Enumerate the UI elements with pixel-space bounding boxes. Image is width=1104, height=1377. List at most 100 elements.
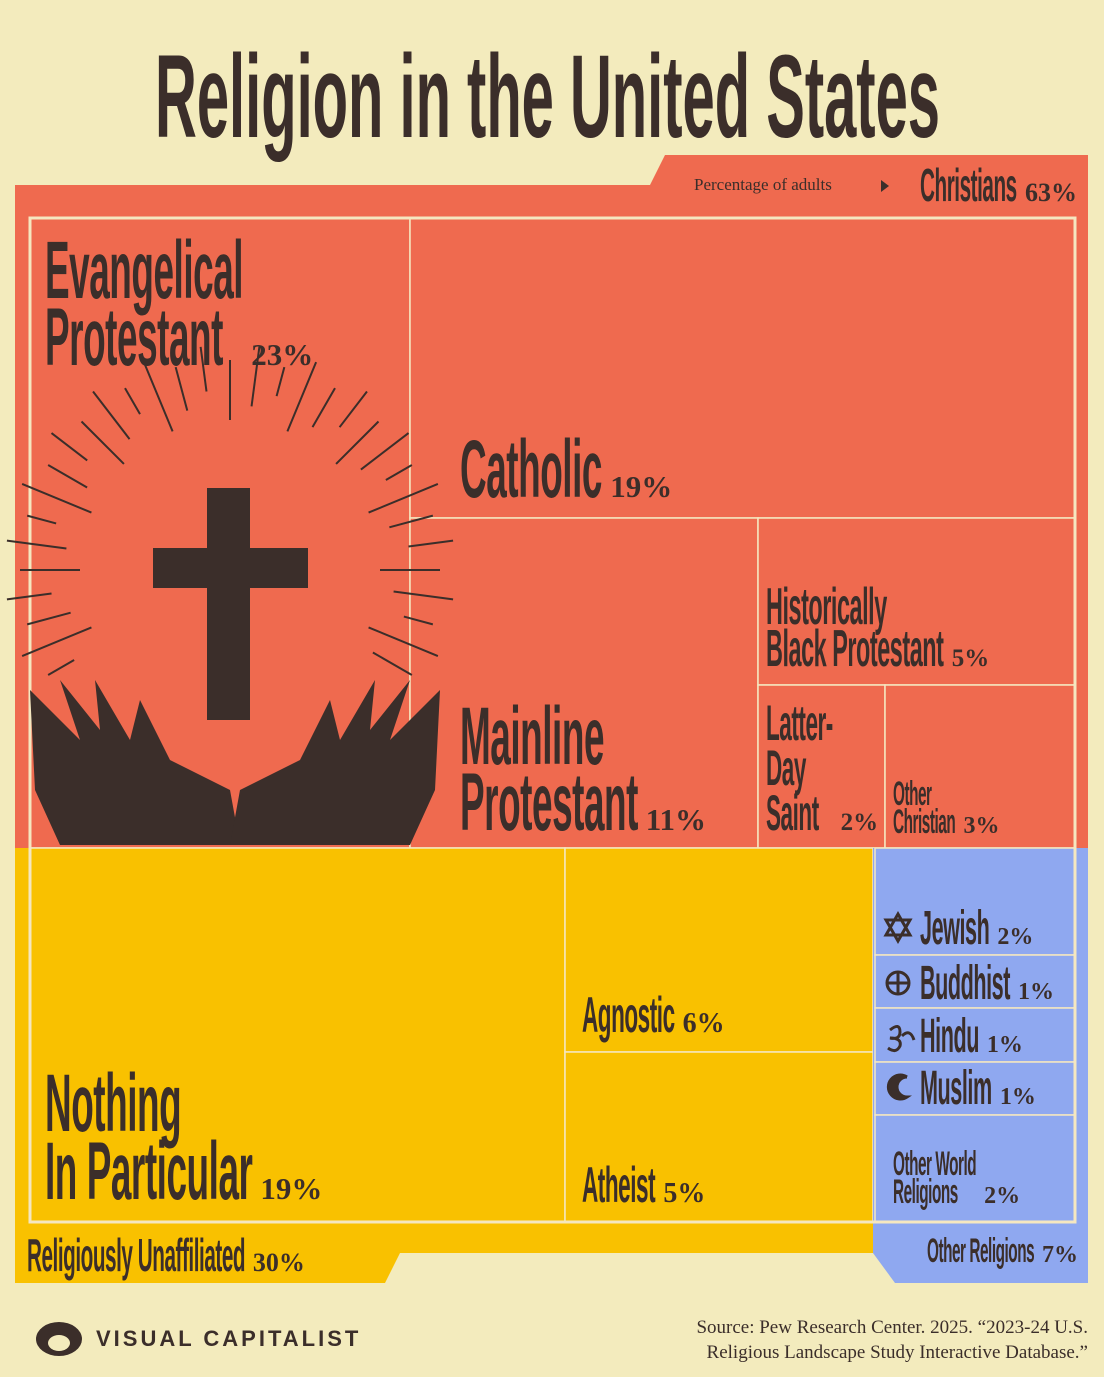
ray xyxy=(6,592,52,601)
ray xyxy=(385,464,413,481)
frame xyxy=(28,216,1077,1224)
wheel-icon xyxy=(887,972,909,994)
cross xyxy=(207,488,250,720)
cell-label: Mainline Protestant 11% xyxy=(460,691,707,848)
group-label: Other Religions 7% xyxy=(927,1234,1078,1268)
cell-label: Catholic 19% xyxy=(460,424,673,515)
cell-label-value: 19% xyxy=(610,469,673,504)
cell xyxy=(29,847,566,1223)
source: Source: Pew Research Center. 2025. “2023… xyxy=(696,1317,1088,1363)
cross xyxy=(153,548,308,588)
ray xyxy=(142,361,174,432)
group-label-value: 7% xyxy=(1042,1242,1078,1268)
crescent-icon xyxy=(886,1073,912,1101)
ray xyxy=(250,346,261,407)
cell-label: Atheist 5% xyxy=(582,1157,706,1213)
cell-label-name: Mainline Protestant xyxy=(460,691,638,848)
cell xyxy=(874,1007,1076,1063)
cell-label-value: 1% xyxy=(986,1032,1023,1058)
hand xyxy=(230,680,440,845)
ray xyxy=(47,659,75,676)
cell-label-name: Other Christian xyxy=(893,775,956,841)
ray xyxy=(338,390,368,428)
cell-label: Buddhist 1% xyxy=(920,957,1054,1010)
ray xyxy=(389,514,434,529)
cell-label-value: 19% xyxy=(260,1171,323,1206)
cell-label: Latter- Day Saint 2% xyxy=(766,695,879,841)
hand xyxy=(30,680,240,845)
subtitle: Percentage of adults xyxy=(694,175,832,194)
cell-label-name: Latter- Day Saint xyxy=(766,695,833,841)
icons xyxy=(883,910,916,1101)
ray xyxy=(408,539,454,548)
cell-label-name: Buddhist xyxy=(920,957,1010,1010)
ray xyxy=(335,420,380,465)
cell-label-name: Jewish xyxy=(920,902,990,955)
cell-label-value: 5% xyxy=(951,645,990,672)
ray xyxy=(372,651,413,676)
cell-label-name: Muslim xyxy=(920,1062,992,1115)
cell-label-value: 3% xyxy=(963,813,1000,839)
group-label-name: Religiously Unaffiliated xyxy=(27,1229,246,1281)
group-label-name: Other Religions xyxy=(926,1232,1035,1270)
cell xyxy=(564,1051,874,1223)
cell-label-name: Catholic xyxy=(460,424,602,515)
cell xyxy=(874,1114,1076,1223)
cell-label-value: 2% xyxy=(984,1183,1021,1209)
ray xyxy=(174,366,189,411)
ray xyxy=(393,590,454,601)
ray xyxy=(275,366,286,397)
cell-label: Evangelical Protestant 23% xyxy=(45,225,314,383)
cell-label: Nothing In Particular 19% xyxy=(45,1058,323,1217)
cell-label-value: 5% xyxy=(663,1178,706,1209)
brand: VISUAL CAPITALIST xyxy=(96,1326,362,1351)
cell-label-name: Hindu xyxy=(920,1010,979,1063)
group-label-value: 30% xyxy=(252,1248,305,1277)
cell-label-value: 1% xyxy=(999,1084,1036,1110)
ray xyxy=(21,482,92,514)
ray xyxy=(80,420,125,465)
cell-label-name: Other World Religions xyxy=(893,1145,977,1211)
illustration xyxy=(6,346,454,845)
ray xyxy=(311,387,336,428)
cell-label-value: 2% xyxy=(840,809,879,836)
ray xyxy=(47,464,88,489)
ray xyxy=(368,482,439,514)
cell-label-value: 6% xyxy=(682,1008,725,1039)
treemap xyxy=(15,155,1088,1283)
chart-title: Religion in the United States xyxy=(155,31,940,163)
cell xyxy=(409,517,759,849)
ray xyxy=(26,611,71,626)
cell-label: Muslim 1% xyxy=(920,1062,1036,1115)
ray xyxy=(360,432,410,471)
ray xyxy=(286,361,318,432)
cell-label-name: Nothing In Particular xyxy=(45,1058,253,1217)
cell-label-name: Evangelical Protestant xyxy=(45,225,244,383)
logo xyxy=(36,1322,82,1356)
ray xyxy=(6,539,67,550)
cell-label-value: 2% xyxy=(997,924,1034,950)
ray xyxy=(21,626,92,658)
group-label-value: 63% xyxy=(1025,178,1077,207)
ray xyxy=(368,626,439,658)
ray xyxy=(403,615,434,626)
ray xyxy=(124,387,141,415)
cell-label-value: 1% xyxy=(1017,979,1054,1005)
om-icon xyxy=(887,1025,916,1053)
cell-label: Jewish 2% xyxy=(920,902,1034,955)
cell-label-name: Atheist xyxy=(582,1157,656,1213)
cell-label-name: Historically Black Protestant xyxy=(766,578,944,678)
logo-mark xyxy=(48,1335,70,1351)
cell-label: Hindu 1% xyxy=(920,1010,1023,1063)
cell xyxy=(564,847,874,1053)
ray xyxy=(92,390,131,440)
cell-label: Other Christian 3% xyxy=(893,775,1000,841)
group-label-name: Christians xyxy=(920,159,1018,211)
cell-label: Other World Religions 2% xyxy=(893,1145,1021,1211)
cell-label-value: 11% xyxy=(645,802,707,837)
arrow xyxy=(881,180,889,192)
ray xyxy=(199,346,208,392)
cell-label-value: 23% xyxy=(251,337,314,372)
